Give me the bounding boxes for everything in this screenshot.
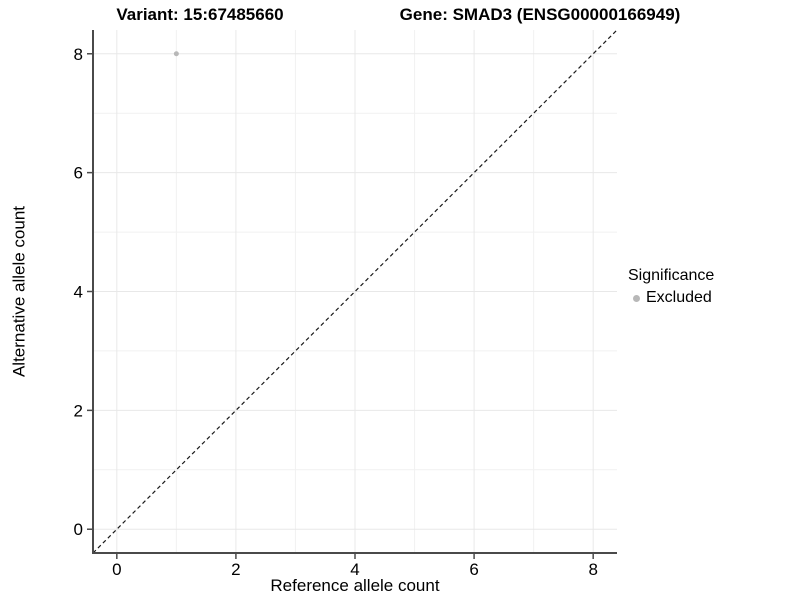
y-tick-label: 0	[74, 520, 83, 539]
x-tick-label: 8	[588, 560, 597, 579]
legend-entry: Excluded	[628, 289, 714, 307]
y-tick-label: 8	[74, 45, 83, 64]
legend-title: Significance	[628, 267, 715, 284]
y-tick-label: 6	[74, 164, 83, 183]
identity-dashed-line	[92, 29, 618, 554]
x-tick-label: 0	[112, 560, 121, 579]
y-axis-title: Alternative allele count	[9, 205, 29, 378]
legend: Significance Excluded	[628, 267, 714, 307]
legend-point-icon	[633, 294, 640, 302]
x-axis-title: Reference allele count	[270, 576, 440, 595]
y-tick-label: 4	[74, 283, 83, 302]
data-point	[173, 51, 179, 57]
legend-entry-label: Excluded	[646, 289, 712, 306]
x-tick-label: 6	[469, 560, 478, 579]
x-tick-label: 2	[231, 560, 240, 579]
gene-title: Gene: SMAD3 (ENSG00000166949)	[399, 5, 681, 24]
x-tick-label: 4	[350, 560, 359, 579]
y-tick-label: 2	[74, 401, 83, 420]
variant-title: Variant: 15:67485660	[116, 5, 284, 24]
